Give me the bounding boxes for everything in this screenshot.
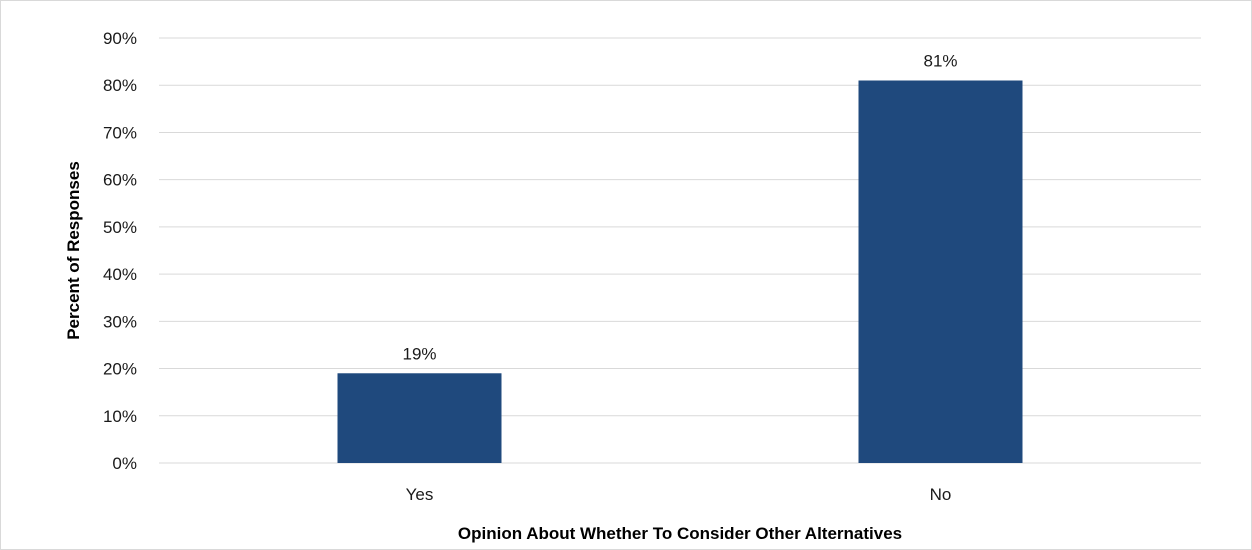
data-labels: 19% 81% [402,52,957,364]
x-axis-title: Opinion About Whether To Consider Other … [458,524,902,543]
y-tick-label: 30% [103,312,137,331]
data-label: 19% [402,344,436,363]
y-tick-label: 10% [103,407,137,426]
y-tick-label: 80% [103,76,137,95]
x-tick-label: No [930,485,952,504]
data-label: 81% [923,52,957,71]
y-tick-label: 20% [103,360,137,379]
gridlines [159,37,1201,464]
y-axis-ticks: 0% 10% 20% 30% 40% 50% 60% 70% 80% 90% [103,29,137,473]
x-axis-ticks: Yes No [406,485,952,504]
bar-yes [337,373,502,463]
y-tick-label: 90% [103,29,137,48]
bars [337,80,1023,463]
y-tick-label: 40% [103,265,137,284]
y-axis-title: Percent of Responses [64,161,83,340]
y-tick-label: 60% [103,171,137,190]
y-tick-label: 0% [112,454,137,473]
y-tick-label: 50% [103,218,137,237]
bar-no [858,80,1023,463]
y-tick-label: 70% [103,123,137,142]
x-tick-label: Yes [406,485,434,504]
